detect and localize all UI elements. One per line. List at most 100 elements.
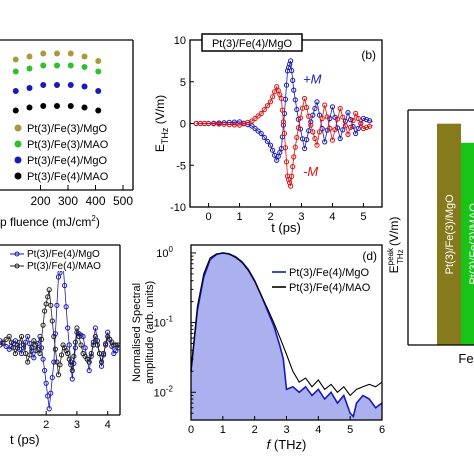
data-point (249, 118, 255, 124)
x-axis-label-sup: 2 (91, 214, 96, 223)
data-point (363, 117, 370, 123)
data-point (355, 125, 361, 132)
data-point (86, 359, 92, 365)
data-point (329, 137, 336, 143)
data-point (322, 102, 328, 108)
data-point (66, 356, 72, 362)
data-point (45, 294, 51, 300)
series-area (191, 252, 382, 420)
data-point (347, 124, 354, 130)
data-point (43, 301, 49, 307)
x-tick-label: 5 (347, 424, 353, 436)
y-axis-label-sup: peak (386, 247, 395, 265)
data-point (49, 318, 55, 324)
data-point (353, 110, 359, 117)
data-point (27, 340, 33, 347)
data-point (95, 88, 102, 94)
data-point (37, 350, 43, 357)
data-point (335, 116, 341, 122)
data-point (360, 115, 367, 122)
data-point (38, 336, 45, 342)
data-point (72, 339, 78, 345)
y-axis-label-line1: Normalised Spectral (131, 283, 143, 382)
data-point (3, 343, 9, 350)
x-tick-label: 0 (206, 211, 212, 223)
data-point (279, 107, 285, 113)
data-point (304, 137, 310, 143)
data-point (74, 325, 80, 331)
data-point (51, 333, 57, 340)
x-tick-label: 2 (267, 211, 273, 223)
data-point (327, 125, 333, 132)
data-point (312, 105, 318, 112)
data-point (95, 58, 102, 64)
legend-marker (14, 124, 22, 132)
y-axis-label: EpeakTHz (V/m) (386, 217, 405, 274)
legend-label: Pt(3)/Fe(3)/MgO (27, 123, 108, 135)
data-point (92, 333, 98, 340)
data-point (267, 142, 274, 148)
legend-label: Pt(3)/Fe(4)/MgO (289, 267, 370, 279)
x-tick-label: 4 (105, 419, 111, 431)
y-axis-label-text: E (387, 265, 401, 273)
data-point (113, 342, 119, 348)
x-tick-label: 3 (283, 424, 289, 436)
panel-label: (b) (361, 48, 376, 62)
data-point (340, 114, 346, 120)
data-point (291, 87, 297, 93)
data-point (35, 346, 41, 352)
data-point (94, 342, 101, 348)
data-point (249, 123, 255, 129)
data-point (48, 302, 54, 308)
data-point (67, 50, 74, 57)
y-tick-label: 10 (174, 35, 186, 47)
legend-marker (14, 172, 22, 180)
y-axis-label-sub: THz (160, 127, 170, 144)
data-point (285, 64, 292, 71)
plot-frame (189, 39, 383, 208)
data-point (92, 325, 98, 331)
y-tick-base: 10 (156, 248, 168, 260)
data-point (283, 82, 290, 88)
data-point (95, 107, 102, 114)
panel-a: 200 300 400 500 p fluence (mJ/cm2) Pt(3)/Fe(3… (0, 39, 134, 229)
data-point (358, 120, 364, 127)
data-point (337, 105, 343, 112)
data-point (20, 342, 27, 348)
data-point (115, 342, 121, 348)
data-point (63, 304, 69, 310)
y-axis-label-unit: (V/m) (387, 217, 401, 250)
data-point (67, 103, 74, 109)
data-point (205, 120, 212, 127)
y-tick-exponent: -1 (166, 315, 174, 324)
inset-label: Pt(3)/Fe(4)/MgO (212, 38, 293, 50)
data-point (43, 380, 49, 386)
data-point (54, 50, 60, 57)
data-point (31, 355, 37, 361)
data-point (49, 374, 55, 381)
data-point (304, 104, 310, 110)
y-axis-label-sub: THz (396, 249, 405, 264)
data-point (292, 97, 298, 103)
x-axis-label: p fluence (mJ/cm2) (0, 214, 100, 229)
data-point (98, 359, 105, 365)
x-axis-label-unit: (THz) (270, 437, 306, 452)
data-point (12, 88, 19, 94)
x-tick-label: 1 (236, 211, 242, 223)
data-point (261, 106, 267, 113)
data-point (363, 124, 370, 130)
data-point (65, 350, 71, 357)
x-tick-label: 4 (315, 424, 321, 436)
data-point (81, 104, 88, 111)
y-tick-label: -5 (176, 160, 186, 172)
data-point (40, 50, 47, 57)
y-tick-base: 10 (154, 387, 166, 399)
data-point (18, 333, 25, 340)
data-point (58, 352, 65, 358)
inset-label-box (201, 33, 303, 52)
data-point (301, 95, 308, 102)
data-point (255, 128, 261, 134)
data-point (67, 62, 74, 69)
